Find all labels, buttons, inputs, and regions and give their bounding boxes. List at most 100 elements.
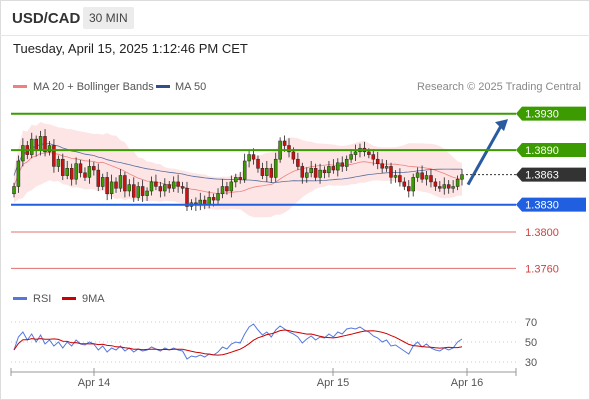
- candle-body: [446, 184, 451, 189]
- candle-body: [296, 158, 300, 167]
- candle-body: [318, 169, 322, 178]
- level-label-1: 1.3890: [525, 145, 559, 157]
- candle-body: [336, 162, 340, 171]
- candle-body: [402, 181, 407, 187]
- candle-body: [180, 186, 185, 189]
- level-label-box-1: [516, 143, 586, 158]
- candle-body: [256, 158, 260, 169]
- header-divider: [0, 35, 590, 36]
- candle-body: [65, 168, 69, 176]
- candle-body: [327, 166, 331, 174]
- candle-body: [140, 186, 145, 196]
- candle-body: [154, 181, 158, 187]
- candle-body: [424, 175, 429, 180]
- x-axis-ticks: Apr 14 Apr 15 Apr 16: [78, 368, 483, 389]
- candle-body: [167, 184, 171, 189]
- candle-body: [291, 151, 296, 160]
- level-label-5: 1.3760: [525, 263, 559, 275]
- candle-body: [375, 158, 380, 164]
- candle-body: [56, 158, 61, 167]
- legend-rsi-label: RSI: [33, 293, 51, 305]
- candle-body: [438, 186, 442, 189]
- candle-body: [300, 166, 305, 178]
- candle-body: [127, 184, 132, 192]
- rsi-tick-1: 50: [525, 337, 537, 349]
- x-tick-label-1: Apr 15: [317, 377, 349, 389]
- legend-ma50-swatch: [156, 85, 170, 88]
- candle-body: [393, 175, 398, 178]
- candle-body: [69, 168, 74, 180]
- candle-body: [171, 181, 176, 189]
- legend-rsi-swatch: [13, 297, 27, 300]
- level-label-box-0: [516, 106, 586, 121]
- copyright-label: Research © 2025 Trading Central: [417, 81, 581, 93]
- candle-body: [29, 138, 34, 155]
- candle-body: [455, 178, 460, 187]
- candle-body: [74, 163, 78, 180]
- price-levels: 1.3930 1.3890 1.3863 1.3830 1.3800 1.3760: [11, 106, 586, 275]
- candle-body: [163, 184, 167, 192]
- candle-body: [61, 158, 65, 176]
- candle-body: [207, 197, 211, 205]
- candle-body: [371, 154, 376, 160]
- candle-body: [238, 177, 242, 180]
- x-tick-label-2: Apr 16: [451, 377, 483, 389]
- candle-body: [114, 181, 118, 189]
- bollinger-band: [14, 122, 462, 218]
- candle-body: [109, 181, 114, 194]
- candle-body: [216, 193, 220, 201]
- level-label-2: 1.3863: [525, 170, 559, 182]
- x-tick-label-0: Apr 14: [78, 377, 110, 389]
- candle-body: [349, 154, 353, 160]
- candle-body: [260, 168, 265, 176]
- candle-body: [367, 151, 371, 155]
- candle-body: [176, 181, 180, 187]
- candle-body: [132, 184, 136, 198]
- candle-body: [282, 140, 287, 146]
- candle-body: [273, 158, 278, 178]
- candle-body: [269, 168, 274, 178]
- level-label-3: 1.3830: [525, 200, 559, 212]
- candle-body: [265, 168, 269, 176]
- candle-body: [225, 186, 229, 192]
- candle-body: [398, 175, 402, 183]
- legend-bollinger-label: MA 20 + Bollinger Bands: [33, 81, 154, 93]
- candle-body: [185, 188, 189, 207]
- candle-body: [411, 177, 415, 192]
- candle-body: [220, 186, 225, 195]
- candle-body: [38, 136, 43, 151]
- legend-ma50-label: MA 50: [175, 81, 206, 93]
- candle-body: [309, 168, 313, 174]
- timeframe-badge[interactable]: 30 MIN: [83, 7, 134, 29]
- candle-body: [433, 181, 438, 187]
- candle-body: [100, 177, 105, 187]
- rsi-tick-2: 30: [525, 357, 537, 369]
- candle-body: [229, 181, 234, 192]
- candle-body: [415, 172, 420, 178]
- candle-body: [21, 145, 25, 162]
- level-label-box-3: [516, 197, 586, 212]
- ma50-line: [13, 143, 463, 183]
- candle-body: [442, 184, 447, 189]
- chart-header: USD/CAD 30 MIN: [0, 0, 590, 36]
- candle-body: [96, 169, 101, 187]
- candle-body: [87, 166, 92, 178]
- candle-body: [331, 166, 336, 171]
- candle-body: [420, 172, 424, 180]
- candle-body: [313, 168, 318, 178]
- candle-body: [92, 166, 96, 171]
- candle-body: [451, 186, 455, 189]
- candle-body: [145, 190, 149, 196]
- level-label-4: 1.3800: [525, 227, 559, 239]
- candle-body: [52, 145, 56, 167]
- candle-body: [211, 197, 216, 201]
- legend-bollinger-swatch: [13, 85, 27, 88]
- candle-body: [34, 138, 38, 151]
- main-plot-area: [12, 119, 508, 218]
- legend-9ma-swatch: [62, 297, 76, 300]
- ma20-line: [13, 151, 463, 194]
- legend-9ma-label: 9MA: [82, 293, 105, 305]
- level-label-0: 1.3930: [525, 109, 559, 121]
- forecast-arrow-head: [495, 119, 508, 132]
